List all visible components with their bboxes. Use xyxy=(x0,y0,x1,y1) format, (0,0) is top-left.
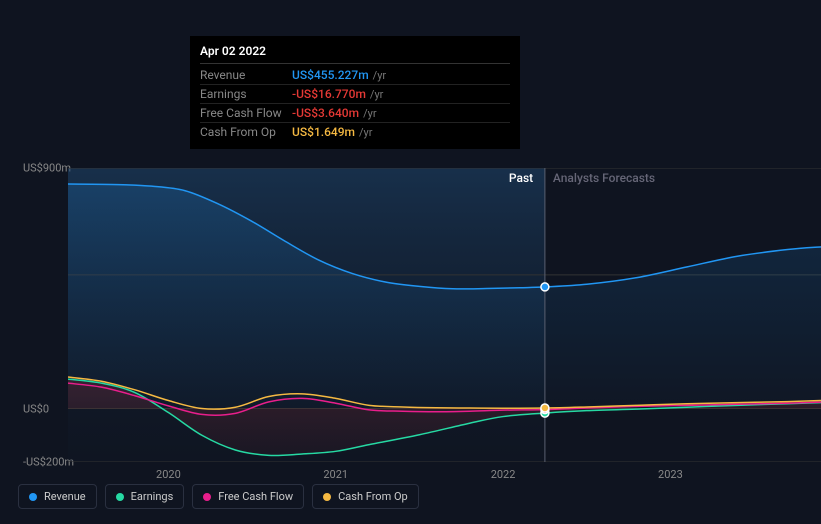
past-region-label: Past xyxy=(509,171,533,185)
tooltip-date: Apr 02 2022 xyxy=(200,44,510,64)
legend-item[interactable]: Cash From Op xyxy=(312,484,419,509)
tooltip-row: Free Cash Flow-US$3.640m/yr xyxy=(200,104,510,123)
legend-item[interactable]: Earnings xyxy=(105,484,185,509)
tooltip-row-label: Cash From Op xyxy=(200,125,292,139)
forecast-region-label: Analysts Forecasts xyxy=(553,171,655,185)
legend-dot-icon xyxy=(29,493,37,501)
legend-item[interactable]: Revenue xyxy=(18,484,97,509)
tooltip-row-unit: /yr xyxy=(359,126,372,139)
tooltip-row-value: -US$16.770m xyxy=(292,87,366,101)
tooltip-row-label: Revenue xyxy=(200,68,292,82)
tooltip-row-value: US$455.227m xyxy=(292,68,369,82)
chart-tooltip: Apr 02 2022 RevenueUS$455.227m/yrEarning… xyxy=(190,36,520,149)
x-tick-label: 2023 xyxy=(658,468,683,481)
legend-item-label: Earnings xyxy=(131,490,174,503)
tooltip-row-value: -US$3.640m xyxy=(292,106,359,120)
y-tick-label: -US$200m xyxy=(23,456,74,469)
financials-chart: Apr 02 2022 RevenueUS$455.227m/yrEarning… xyxy=(18,18,803,506)
tooltip-row: RevenueUS$455.227m/yr xyxy=(200,66,510,85)
legend-dot-icon xyxy=(203,493,211,501)
tooltip-row-label: Earnings xyxy=(200,87,292,101)
legend-item[interactable]: Free Cash Flow xyxy=(192,484,304,509)
tooltip-row-label: Free Cash Flow xyxy=(200,106,292,120)
legend-dot-icon xyxy=(116,493,124,501)
legend-item-label: Cash From Op xyxy=(338,490,408,503)
x-tick-label: 2020 xyxy=(156,468,181,481)
tooltip-row-unit: /yr xyxy=(373,69,386,82)
x-tick-label: 2021 xyxy=(323,468,348,481)
legend-dot-icon xyxy=(323,493,331,501)
chart-legend: Revenue Earnings Free Cash Flow Cash From O… xyxy=(18,484,419,509)
y-tick-label: US$0 xyxy=(23,402,49,415)
tooltip-row-value: US$1.649m xyxy=(292,125,355,139)
tooltip-row-unit: /yr xyxy=(363,107,376,120)
legend-item-label: Revenue xyxy=(44,490,86,503)
x-tick-label: 2022 xyxy=(491,468,516,481)
plot-area[interactable]: Past Analysts Forecasts xyxy=(68,168,821,462)
legend-item-label: Free Cash Flow xyxy=(218,490,293,503)
tooltip-row: Cash From OpUS$1.649m/yr xyxy=(200,123,510,141)
tooltip-row-unit: /yr xyxy=(370,88,383,101)
tooltip-row: Earnings-US$16.770m/yr xyxy=(200,85,510,104)
y-tick-label: US$900m xyxy=(23,162,71,175)
